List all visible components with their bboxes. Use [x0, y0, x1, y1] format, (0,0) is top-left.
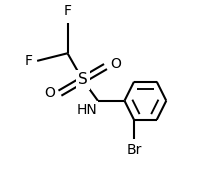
Text: Br: Br	[126, 143, 142, 158]
Text: O: O	[110, 57, 121, 71]
Text: HN: HN	[76, 103, 97, 117]
Text: F: F	[64, 4, 72, 18]
Text: S: S	[78, 72, 88, 87]
Text: O: O	[44, 86, 55, 100]
Text: F: F	[24, 54, 32, 68]
